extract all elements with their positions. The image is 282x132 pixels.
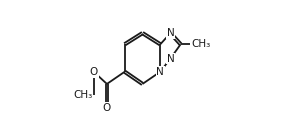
- Text: CH₃: CH₃: [191, 39, 211, 49]
- Text: N: N: [167, 28, 174, 38]
- Text: CH₃: CH₃: [73, 90, 93, 100]
- Text: O: O: [103, 103, 111, 113]
- Text: N: N: [167, 54, 174, 63]
- Text: O: O: [90, 67, 98, 77]
- Text: N: N: [157, 67, 164, 77]
